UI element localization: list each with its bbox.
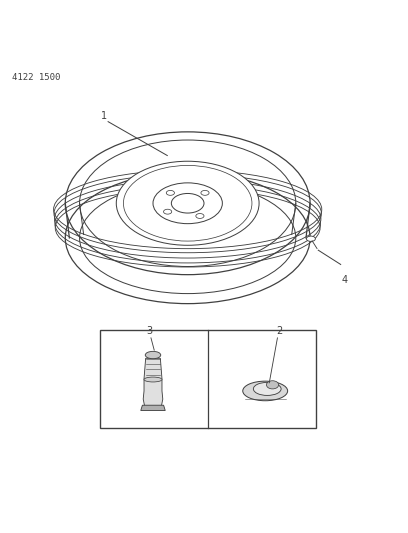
Ellipse shape <box>153 183 222 224</box>
Ellipse shape <box>145 351 161 359</box>
Text: 3: 3 <box>146 326 152 336</box>
Ellipse shape <box>166 190 175 195</box>
Ellipse shape <box>201 190 209 195</box>
Polygon shape <box>143 358 163 407</box>
Polygon shape <box>141 405 165 410</box>
Ellipse shape <box>171 193 204 213</box>
Bar <box>100 330 316 427</box>
Ellipse shape <box>253 382 281 395</box>
Text: 4122 1500: 4122 1500 <box>12 72 61 82</box>
Ellipse shape <box>196 214 204 219</box>
Ellipse shape <box>144 377 162 382</box>
Text: 4: 4 <box>341 274 348 285</box>
Ellipse shape <box>306 236 315 241</box>
Ellipse shape <box>266 381 279 389</box>
Ellipse shape <box>243 381 288 401</box>
Text: 1: 1 <box>101 110 107 120</box>
Ellipse shape <box>116 161 259 245</box>
Ellipse shape <box>63 131 312 276</box>
Text: 2: 2 <box>276 326 283 336</box>
Ellipse shape <box>164 209 172 214</box>
